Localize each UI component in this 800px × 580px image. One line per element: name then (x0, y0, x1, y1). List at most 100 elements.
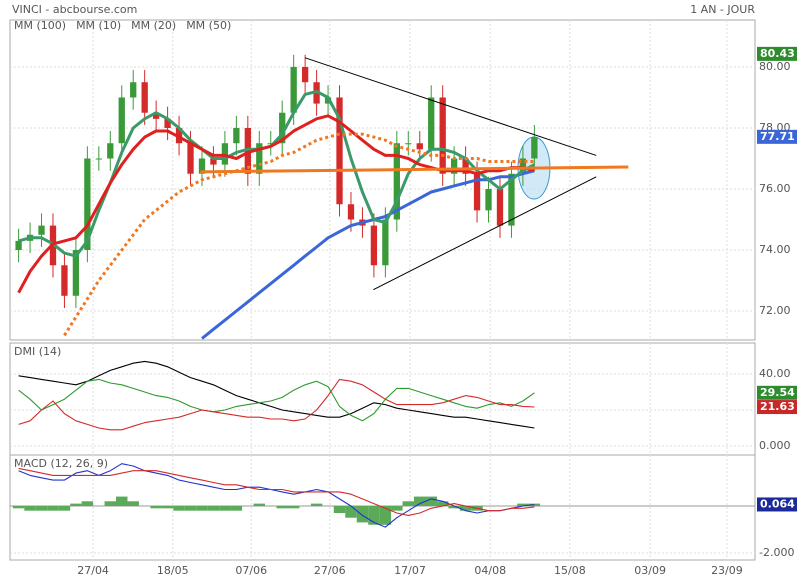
histogram-bar (310, 503, 323, 506)
candle-body (370, 225, 378, 266)
y-tick-label: 80.00 (759, 60, 791, 73)
histogram-bar (448, 505, 460, 509)
x-tick-label: 07/06 (235, 564, 267, 577)
histogram-bar (58, 505, 71, 511)
candle-body (485, 188, 492, 211)
histogram-bar (391, 505, 403, 511)
trendline (373, 176, 597, 291)
x-tick-label: 18/05 (157, 564, 189, 577)
y-tick-label: 74.00 (759, 243, 791, 256)
price-tag (757, 400, 797, 415)
series-line (201, 169, 535, 340)
candle-body (95, 158, 102, 160)
candle-body (450, 158, 458, 174)
histogram-bar (127, 501, 139, 506)
legend-entry: MM (50) (186, 19, 231, 32)
data-layer (12, 54, 629, 528)
price-tag-label: 0.064 (760, 497, 795, 510)
histogram-bar (253, 503, 266, 506)
histogram-bar (414, 496, 426, 506)
trendline (200, 165, 629, 174)
candle-body (152, 112, 160, 119)
candle-body (72, 250, 80, 296)
price-tag (757, 497, 797, 512)
candle-body (290, 66, 297, 113)
candle-body (439, 97, 446, 174)
candle-body (164, 118, 171, 128)
candle-body (416, 143, 423, 150)
histogram-bar (379, 505, 392, 525)
panel-title: MACD (12, 26, 9) (14, 457, 108, 470)
candle-body (233, 127, 240, 144)
histogram-bar (207, 505, 220, 511)
candle-body (130, 82, 137, 98)
histogram-bar (81, 501, 94, 506)
y-tick-label: 40.00 (759, 367, 791, 380)
legend-entry: MM (20) (131, 19, 176, 32)
candle-body (473, 173, 481, 211)
candle-body (256, 143, 263, 174)
series-line (18, 467, 535, 516)
price-tag (757, 129, 797, 144)
candle-body (118, 97, 125, 144)
histogram-bar (47, 505, 59, 511)
histogram-bar (196, 505, 208, 511)
x-tick-label: 03/09 (634, 564, 666, 577)
price-tag-label: 21.63 (760, 400, 795, 413)
chart-subtitle: 1 AN - JOUR (690, 3, 755, 16)
candle-body (347, 204, 355, 220)
candle-body (141, 82, 148, 113)
series-line (17, 114, 535, 294)
histogram-bar (230, 505, 243, 511)
histogram-bar (184, 505, 197, 511)
chart-title: VINCI - abcbourse.com (12, 3, 137, 16)
candle-body (508, 173, 515, 226)
x-tick-label: 17/07 (394, 564, 426, 577)
y-tick-label: -2.000 (759, 546, 794, 559)
candle-body (61, 265, 68, 296)
series-line (18, 89, 536, 258)
candle-body (393, 143, 400, 220)
panel-title: DMI (14) (14, 345, 61, 358)
histogram-bar (173, 505, 185, 511)
panel-frame (9, 342, 756, 456)
y-tick-label: 0.000 (759, 439, 791, 452)
x-tick-label: 27/04 (77, 564, 109, 577)
panel-frame (9, 454, 756, 561)
histogram-bar (276, 505, 288, 509)
series-line (18, 463, 535, 528)
candle-body (428, 97, 435, 150)
histogram-bar (459, 505, 472, 511)
price-tag-label: 80.43 (760, 47, 795, 60)
y-tick-label: 72.00 (759, 304, 791, 317)
price-tag (757, 46, 797, 61)
candle-body (210, 158, 217, 165)
histogram-bar (333, 505, 346, 514)
candle-body (336, 97, 343, 205)
candle-body (301, 66, 309, 83)
histogram-bar (368, 505, 380, 525)
candle-body (267, 143, 274, 145)
x-tick-label: 04/08 (474, 564, 506, 577)
candle-body (187, 143, 194, 174)
candle-body (107, 143, 114, 159)
histogram-bar (70, 503, 82, 506)
price-tag (757, 385, 797, 400)
candle-body (382, 219, 389, 266)
histogram-bar (12, 505, 25, 509)
series-line (63, 132, 535, 337)
candle-body (15, 240, 22, 251)
candle-body (38, 225, 45, 235)
x-tick-label: 23/09 (711, 564, 743, 577)
histogram-bar (104, 501, 117, 506)
histogram-bar (161, 505, 174, 509)
candle-body (279, 112, 286, 144)
x-tick-label: 27/06 (314, 564, 346, 577)
histogram-bar (425, 496, 437, 506)
histogram-bar (402, 501, 415, 506)
trendline (304, 57, 597, 156)
candle-body (198, 158, 206, 174)
series-line (18, 360, 535, 429)
